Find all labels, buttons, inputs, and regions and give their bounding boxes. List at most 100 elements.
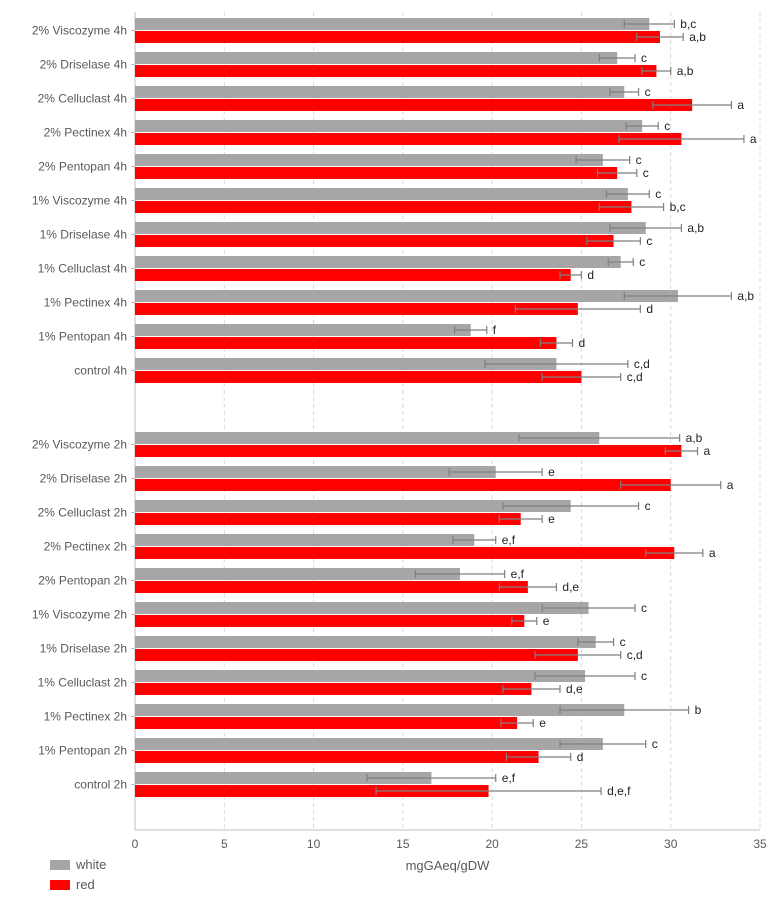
- bar-white: [135, 324, 471, 336]
- sig-label-red: c,d: [627, 648, 643, 662]
- sig-label-red: b,c: [670, 200, 686, 214]
- sig-label-white: e: [548, 465, 555, 479]
- bar-red: [135, 371, 581, 383]
- bar-white: [135, 86, 624, 98]
- sig-label-red: a: [737, 98, 744, 112]
- bar-red: [135, 683, 531, 695]
- chart-container: 05101520253035mgGAeq/gDWb,ca,b2% Viscozy…: [0, 0, 783, 898]
- sig-label-white: c: [641, 601, 647, 615]
- bar-red: [135, 513, 521, 525]
- sig-label-red: c: [646, 234, 652, 248]
- sig-label-white: f: [493, 323, 497, 337]
- sig-label-red: d,e,f: [607, 784, 631, 798]
- sig-label-white: c: [620, 635, 626, 649]
- category-label: 1% Driselase 4h: [40, 228, 127, 242]
- sig-label-white: c: [641, 669, 647, 683]
- sig-label-red: e: [548, 512, 555, 526]
- sig-label-white: c: [664, 119, 670, 133]
- x-tick-label: 25: [575, 837, 589, 851]
- sig-label-white: a,b: [686, 431, 703, 445]
- legend-swatch: [50, 880, 70, 890]
- bar-white: [135, 602, 589, 614]
- bar-white: [135, 568, 460, 580]
- category-label: 2% Pectinex 4h: [44, 126, 127, 140]
- bar-white: [135, 670, 585, 682]
- sig-label-red: e: [539, 716, 546, 730]
- x-tick-label: 30: [664, 837, 678, 851]
- bar-red: [135, 167, 617, 179]
- bar-white: [135, 466, 496, 478]
- legend-swatch: [50, 860, 70, 870]
- sig-label-red: d: [587, 268, 594, 282]
- bar-white: [135, 18, 649, 30]
- sig-label-white: b,c: [680, 17, 696, 31]
- bar-red: [135, 99, 692, 111]
- bar-chart: 05101520253035mgGAeq/gDWb,ca,b2% Viscozy…: [0, 0, 783, 898]
- sig-label-white: c: [645, 85, 651, 99]
- bar-red: [135, 581, 528, 593]
- bar-red: [135, 337, 556, 349]
- sig-label-red: e: [543, 614, 550, 628]
- x-tick-label: 35: [753, 837, 767, 851]
- sig-label-white: e,f: [511, 567, 525, 581]
- bar-red: [135, 717, 517, 729]
- category-label: 2% Driselase 4h: [40, 58, 127, 72]
- bar-red: [135, 445, 681, 457]
- legend-label: white: [75, 857, 106, 872]
- sig-label-red: d: [579, 336, 586, 350]
- sig-label-red: a: [727, 478, 734, 492]
- category-label: 1% Pentopan 4h: [38, 330, 127, 344]
- bar-white: [135, 534, 474, 546]
- category-label: 2% Pentopan 2h: [38, 574, 127, 588]
- bar-white: [135, 738, 603, 750]
- sig-label-red: a: [750, 132, 757, 146]
- category-label: 2% Pentopan 4h: [38, 160, 127, 174]
- bar-red: [135, 615, 524, 627]
- sig-label-red: c,d: [627, 370, 643, 384]
- bar-white: [135, 188, 628, 200]
- sig-label-red: d,e: [562, 580, 579, 594]
- bar-white: [135, 120, 642, 132]
- bar-white: [135, 636, 596, 648]
- category-label: 2% Celluclast 2h: [38, 506, 127, 520]
- bar-red: [135, 751, 539, 763]
- x-tick-label: 10: [307, 837, 321, 851]
- bar-red: [135, 269, 571, 281]
- category-label: 1% Celluclast 4h: [38, 262, 127, 276]
- sig-label-white: c: [641, 51, 647, 65]
- bar-white: [135, 222, 646, 234]
- bar-red: [135, 479, 671, 491]
- x-tick-label: 15: [396, 837, 410, 851]
- category-label: 2% Viscozyme 2h: [32, 438, 127, 452]
- category-label: 2% Celluclast 4h: [38, 92, 127, 106]
- sig-label-white: a,b: [737, 289, 754, 303]
- sig-label-red: d: [577, 750, 584, 764]
- category-label: 1% Viscozyme 4h: [32, 194, 127, 208]
- sig-label-red: a: [704, 444, 711, 458]
- sig-label-red: c: [643, 166, 649, 180]
- sig-label-red: d: [646, 302, 653, 316]
- category-label: 1% Pentopan 2h: [38, 744, 127, 758]
- bar-red: [135, 235, 614, 247]
- category-label: 1% Viscozyme 2h: [32, 608, 127, 622]
- bar-red: [135, 303, 578, 315]
- category-label: control 2h: [74, 778, 127, 792]
- sig-label-white: c: [645, 499, 651, 513]
- bar-red: [135, 649, 578, 661]
- x-axis-label: mgGAeq/gDW: [406, 858, 491, 873]
- sig-label-red: d,e: [566, 682, 583, 696]
- category-label: 1% Pectinex 2h: [44, 710, 127, 724]
- bar-white: [135, 290, 678, 302]
- sig-label-white: c,d: [634, 357, 650, 371]
- sig-label-white: e,f: [502, 533, 516, 547]
- bar-white: [135, 154, 603, 166]
- category-label: 1% Celluclast 2h: [38, 676, 127, 690]
- sig-label-white: c: [655, 187, 661, 201]
- sig-label-white: a,b: [687, 221, 704, 235]
- category-label: 2% Pectinex 2h: [44, 540, 127, 554]
- x-tick-label: 0: [132, 837, 139, 851]
- category-label: 1% Driselase 2h: [40, 642, 127, 656]
- bar-white: [135, 256, 621, 268]
- category-label: 2% Driselase 2h: [40, 472, 127, 486]
- x-tick-label: 5: [221, 837, 228, 851]
